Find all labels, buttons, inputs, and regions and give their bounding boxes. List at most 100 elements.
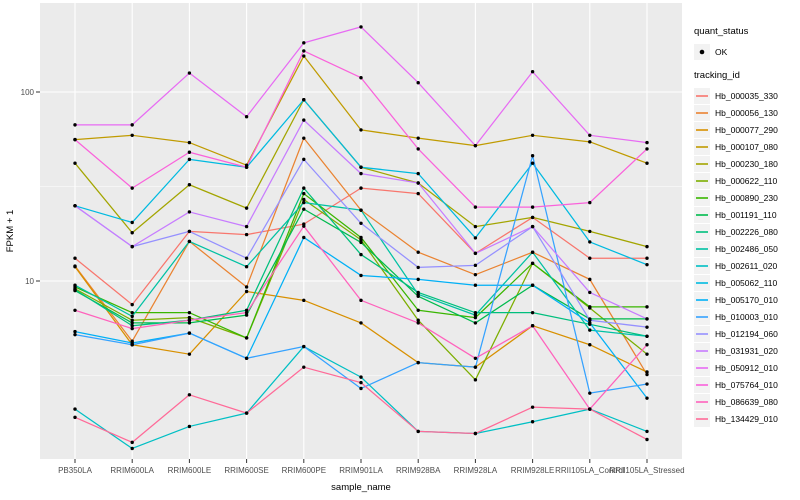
series-color-swatch <box>694 223 710 240</box>
legend-item-label: Hb_075764_010 <box>715 379 778 390</box>
legend-item-label: Hb_005170_010 <box>715 294 778 305</box>
data-point <box>588 321 592 325</box>
data-point <box>473 143 478 148</box>
data-point <box>73 329 77 334</box>
x-tick-label: RRIM928LE <box>511 466 555 475</box>
data-point <box>530 133 535 138</box>
series-color-swatch <box>694 325 710 342</box>
data-point <box>187 310 192 315</box>
series-color-swatch <box>694 342 710 359</box>
data-point <box>473 356 478 360</box>
legend-item-label: Hb_001191_110 <box>715 209 777 220</box>
data-point <box>645 343 649 347</box>
x-tick-label: RRIM600LA <box>110 466 154 475</box>
legend-item-ok: OK <box>694 43 800 60</box>
data-point <box>645 325 649 329</box>
data-point <box>588 328 592 332</box>
data-point <box>244 356 249 360</box>
legend-item-Hb_000230_180: Hb_000230_180 <box>694 155 800 172</box>
line-swatch-icon <box>696 196 708 199</box>
data-point <box>130 318 134 322</box>
data-point <box>130 321 134 325</box>
data-point <box>302 191 306 196</box>
data-point <box>359 235 363 240</box>
data-point <box>130 314 134 319</box>
legend-item-Hb_001191_110: Hb_001191_110 <box>694 206 800 223</box>
data-point <box>359 208 363 212</box>
data-point <box>530 205 535 209</box>
data-point <box>359 298 363 303</box>
data-point <box>359 76 363 80</box>
data-point <box>130 324 134 328</box>
data-point <box>302 98 306 102</box>
data-point <box>187 71 192 75</box>
legend-item-label: Hb_002486_050 <box>715 243 778 254</box>
line-swatch-icon <box>696 179 708 182</box>
data-point <box>588 343 592 347</box>
legend-item-Hb_002226_080: Hb_002226_080 <box>694 223 800 240</box>
data-point <box>645 317 649 321</box>
legend-item-Hb_000056_130: Hb_000056_130 <box>694 104 800 121</box>
x-tick-label: RRIM901LA <box>339 466 383 475</box>
line-swatch-icon <box>696 332 708 335</box>
series-color-swatch <box>694 376 710 393</box>
black-dot-icon <box>699 49 705 54</box>
data-point <box>416 171 420 176</box>
data-point <box>530 283 535 287</box>
data-point <box>645 305 649 309</box>
data-point <box>187 315 192 320</box>
line-swatch-icon <box>696 145 708 148</box>
data-point <box>588 240 592 244</box>
line-swatch-icon <box>696 349 708 352</box>
legend-item-Hb_005170_010: Hb_005170_010 <box>694 291 800 308</box>
legend-item-label: Hb_000056_130 <box>715 107 778 118</box>
line-swatch-icon <box>696 111 708 114</box>
legend-item-label: Hb_000077_290 <box>715 124 778 135</box>
data-point <box>530 310 535 315</box>
x-tick-label: RRIM600SE <box>224 466 268 475</box>
x-tick-label: RRIM600LE <box>168 466 212 475</box>
legend-item-Hb_086639_080: Hb_086639_080 <box>694 393 800 410</box>
data-point <box>530 215 535 220</box>
data-point <box>302 207 306 211</box>
data-point <box>130 220 134 225</box>
data-point <box>73 287 77 292</box>
data-point <box>130 133 134 138</box>
legend-item-Hb_010003_010: Hb_010003_010 <box>694 308 800 325</box>
data-point <box>416 318 420 322</box>
data-point <box>187 229 192 234</box>
data-point <box>73 204 77 208</box>
data-point <box>645 140 649 145</box>
legend-title-quant-status: quant_status <box>694 26 749 37</box>
line-swatch-icon <box>696 128 708 131</box>
legend-item-Hb_012194_060: Hb_012194_060 <box>694 325 800 342</box>
legend-item-label: Hb_005062_110 <box>715 277 778 288</box>
data-point <box>588 229 592 234</box>
data-point <box>588 305 592 309</box>
legend-item-Hb_050912_010: Hb_050912_010 <box>694 359 800 376</box>
data-point <box>73 265 77 269</box>
legend-item-label: Hb_050912_010 <box>715 362 778 373</box>
data-point <box>187 424 192 429</box>
data-point <box>645 429 649 434</box>
data-point <box>473 310 478 315</box>
data-point <box>645 382 649 386</box>
data-point <box>473 272 478 277</box>
data-point <box>302 157 306 162</box>
data-point <box>473 431 478 436</box>
data-point <box>244 256 249 260</box>
legend-item-Hb_000035_330: Hb_000035_330 <box>694 87 800 104</box>
data-point <box>130 310 134 315</box>
data-point <box>187 210 192 214</box>
data-point <box>588 256 592 260</box>
data-point <box>473 315 478 320</box>
data-point <box>244 165 249 169</box>
data-point <box>244 336 249 340</box>
data-point <box>645 352 649 356</box>
data-point <box>588 391 592 395</box>
series-color-swatch <box>694 308 710 325</box>
data-point <box>359 128 363 132</box>
legend-item-Hb_005062_110: Hb_005062_110 <box>694 274 800 291</box>
x-tick-label: PB350LA <box>58 466 92 475</box>
